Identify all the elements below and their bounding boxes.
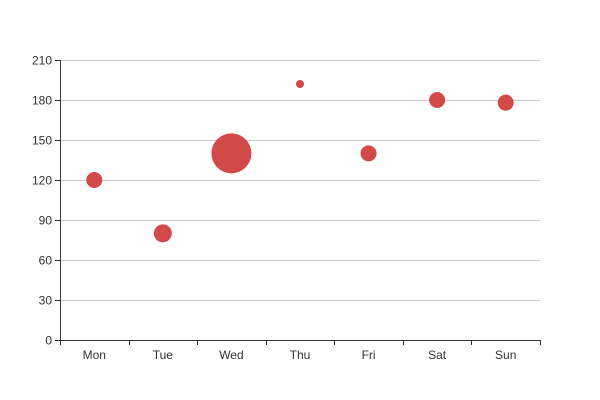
- x-tick-label: Thu: [290, 348, 311, 362]
- x-tick-label: Fri: [362, 348, 376, 362]
- y-tick-label: 150: [32, 134, 52, 148]
- y-tick-label: 180: [32, 94, 52, 108]
- data-point[interactable]: [429, 92, 446, 108]
- y-tick-label: 210: [32, 54, 52, 68]
- data-point[interactable]: [497, 94, 514, 111]
- data-point[interactable]: [211, 133, 252, 174]
- x-tick-label: Mon: [83, 348, 106, 362]
- x-tick-label: Sun: [495, 348, 516, 362]
- x-tick-label: Sat: [428, 348, 447, 362]
- data-point[interactable]: [360, 145, 377, 162]
- y-tick-label: 60: [39, 254, 53, 268]
- x-tick-label: Wed: [219, 348, 243, 362]
- y-tick-label: 90: [39, 214, 53, 228]
- data-point[interactable]: [296, 80, 304, 88]
- x-tick-label: Tue: [153, 348, 174, 362]
- y-tick-label: 120: [32, 174, 52, 188]
- y-tick-label: 0: [45, 334, 52, 348]
- data-point[interactable]: [153, 224, 172, 243]
- grid-lines: [60, 60, 540, 301]
- data-points: [86, 80, 514, 243]
- axes: [55, 60, 541, 345]
- tick-labels: 0 30 60 90 120 150 180 210 Mon Tue Wed Thu Fri Sat Sun: [32, 54, 516, 363]
- y-tick-label: 30: [39, 294, 53, 308]
- data-point[interactable]: [86, 172, 103, 188]
